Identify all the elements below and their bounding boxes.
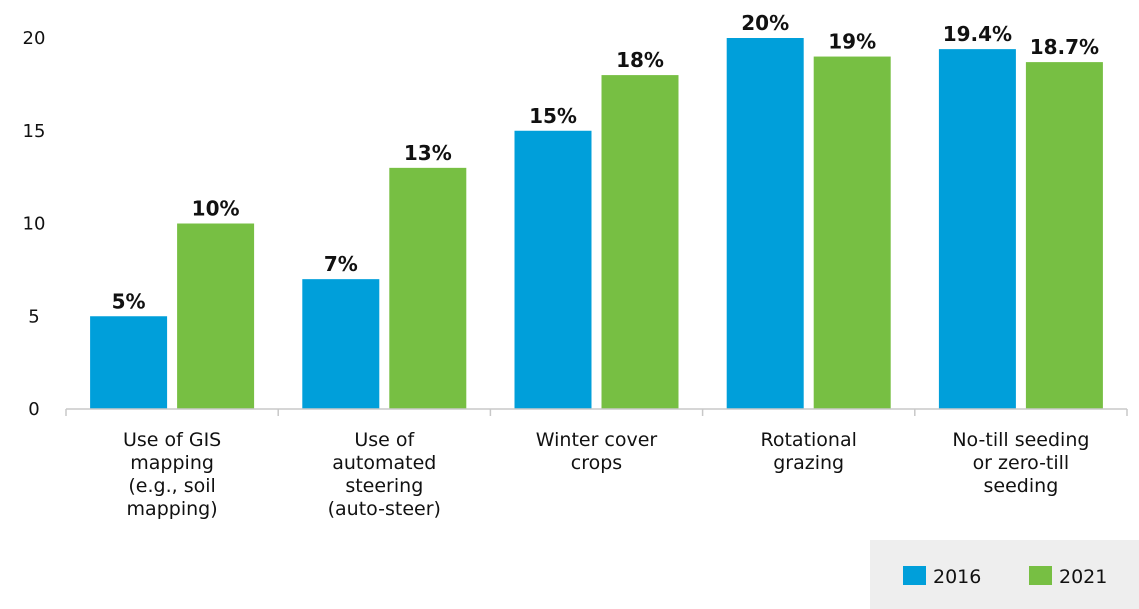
category-label: mapping) xyxy=(127,498,218,520)
bar-2016-4 xyxy=(938,49,1016,409)
bar-2016-2 xyxy=(514,130,592,409)
bar-2021-1 xyxy=(389,167,467,409)
category-label: crops xyxy=(571,452,622,474)
bar-2021-0 xyxy=(177,223,255,409)
data-label: 19.4% xyxy=(943,22,1012,46)
bar-2016-0 xyxy=(90,316,168,409)
category-label: Use of xyxy=(354,429,415,451)
y-tick-label: 5 xyxy=(28,306,39,327)
data-label: 13% xyxy=(404,141,452,165)
data-labels: 5% 10% 7% 13% 15% 18% 20% 19% 19.4% 18.7% xyxy=(112,11,1099,313)
category-label: Rotational xyxy=(761,429,857,451)
y-tick-label: 15 xyxy=(23,121,46,142)
legend-label: 2016 xyxy=(933,566,981,588)
category-label: steering xyxy=(345,475,423,497)
data-label: 18% xyxy=(616,48,664,72)
category-label: or zero-till xyxy=(973,452,1070,474)
data-label: 15% xyxy=(529,104,577,128)
y-tick-label: 10 xyxy=(23,214,46,235)
bar-2016-1 xyxy=(302,279,380,409)
category-label: (e.g., soil xyxy=(128,475,215,497)
y-tick-label: 0 xyxy=(28,399,39,420)
category-label: automated xyxy=(332,452,436,474)
legend-swatch-2016 xyxy=(903,566,926,585)
bar-2021-4 xyxy=(1025,62,1103,410)
category-label: seeding xyxy=(984,475,1059,497)
category-label: (auto-steer) xyxy=(328,498,441,520)
bar-2021-2 xyxy=(601,75,679,409)
bar-2016-3 xyxy=(726,38,804,409)
legend-label: 2021 xyxy=(1059,566,1107,588)
y-axis: 0 5 10 15 20 xyxy=(23,28,46,420)
data-label: 5% xyxy=(112,289,146,313)
data-label: 10% xyxy=(192,197,240,221)
legend-swatch-2021 xyxy=(1029,566,1052,585)
category-label: Winter cover xyxy=(536,429,658,451)
bar-2021-3 xyxy=(813,56,891,410)
data-label: 7% xyxy=(324,252,358,276)
legend: 2016 2021 xyxy=(870,540,1139,609)
category-label: mapping xyxy=(130,452,214,474)
category-label: grazing xyxy=(773,452,844,474)
data-label: 20% xyxy=(741,11,789,35)
category-label: No-till seeding xyxy=(952,429,1089,451)
y-tick-label: 20 xyxy=(23,28,46,49)
bars xyxy=(90,38,1103,410)
x-axis-ticks xyxy=(65,409,1128,416)
data-label: 18.7% xyxy=(1030,35,1099,59)
data-label: 19% xyxy=(828,30,876,54)
category-label: Use of GIS xyxy=(123,429,221,451)
